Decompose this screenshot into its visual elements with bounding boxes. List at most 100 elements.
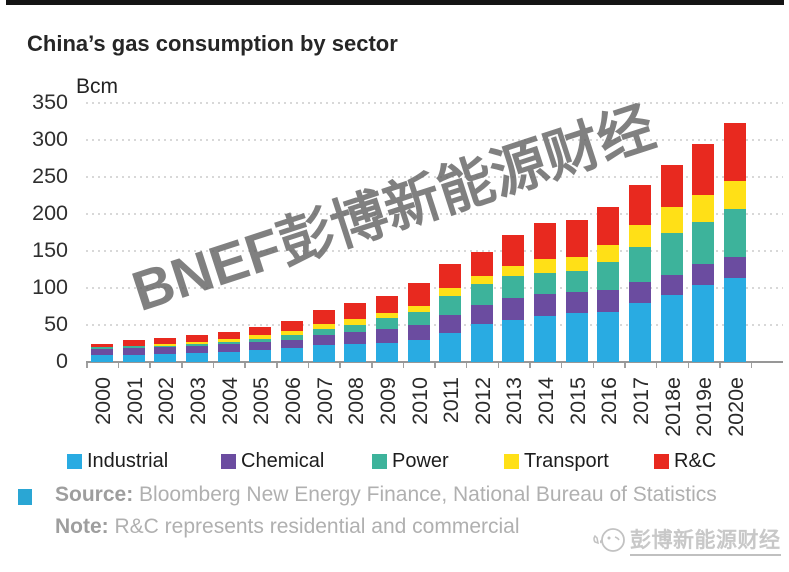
y-tick-label-50: 50 <box>44 312 68 337</box>
bar-segment-transport <box>217 339 240 343</box>
bar-2016 <box>597 206 620 362</box>
bar-segment-chemical <box>439 314 462 334</box>
bar-segment-transport <box>407 305 430 312</box>
gridline-200 <box>86 213 783 215</box>
bar-segment-transport <box>122 345 145 347</box>
y-axis-unit-label: Bcm <box>76 75 118 98</box>
legend-item-industrial: Industrial <box>67 450 168 473</box>
x-tick-label-2008: 2008 <box>344 377 369 425</box>
bar-segment-transport <box>724 180 746 210</box>
bar-segment-chemical <box>565 291 588 314</box>
bar-segment-power <box>407 311 430 326</box>
x-axis-tick <box>497 363 500 368</box>
bar-segment-rc <box>280 320 303 331</box>
legend-item-chemical: Chemical <box>221 450 324 473</box>
x-axis-tick <box>560 363 563 368</box>
bar-segment-chemical <box>534 294 557 317</box>
y-tick-label-100: 100 <box>32 275 68 300</box>
bar-segment-industrial <box>502 319 525 362</box>
bar-segment-chemical <box>185 345 208 354</box>
bar-2002 <box>154 338 177 362</box>
bar-segment-chemical <box>312 335 335 345</box>
bar-2012 <box>470 251 493 362</box>
bar-segment-transport <box>534 259 557 273</box>
gridline-300 <box>86 139 783 141</box>
bar-segment-industrial <box>91 355 113 362</box>
x-axis-tick <box>244 363 246 368</box>
legend-swatch <box>504 454 519 469</box>
x-axis-tick <box>719 363 721 368</box>
source-line: Source: Bloomberg New Energy Finance, Na… <box>55 483 717 507</box>
bar-segment-industrial <box>375 342 398 362</box>
bar-segment-chemical <box>502 297 525 320</box>
bar-segment-industrial <box>217 351 240 362</box>
legend-label: Power <box>392 450 449 472</box>
bar-segment-rc <box>660 164 683 207</box>
bar-2015 <box>565 220 588 362</box>
bar-segment-power <box>692 221 715 264</box>
bar-segment-chemical <box>91 348 113 356</box>
bar-segment-chemical <box>692 263 715 286</box>
x-axis-tick <box>434 363 436 368</box>
bar-segment-power <box>629 246 652 283</box>
x-axis-tick <box>307 363 310 368</box>
bar-segment-power <box>122 346 145 348</box>
bar-segment-industrial <box>312 344 335 362</box>
bar-segment-rc <box>407 282 430 306</box>
bar-2008 <box>344 302 367 362</box>
legend-swatch <box>67 454 82 469</box>
legend-label: Industrial <box>87 450 169 472</box>
bar-segment-industrial <box>407 339 430 362</box>
bar-segment-rc <box>122 339 145 346</box>
bar-segment-transport <box>565 257 588 272</box>
bar-segment-rc <box>692 143 715 195</box>
bar-2000 <box>91 343 113 362</box>
bar-segment-transport <box>185 342 208 345</box>
bar-segment-rc <box>534 223 557 260</box>
bar-segment-industrial <box>439 333 462 362</box>
bar-segment-industrial <box>597 311 620 362</box>
bar-segment-industrial <box>122 354 145 362</box>
legend-item-transport: Transport <box>504 450 609 473</box>
bar-segment-chemical <box>375 328 398 343</box>
x-tick-label-2017: 2017 <box>629 377 654 425</box>
bar-segment-transport <box>470 275 493 284</box>
bar-segment-chemical <box>217 344 240 352</box>
bar-segment-industrial <box>565 313 588 362</box>
bar-segment-transport <box>597 245 620 263</box>
bar-2009 <box>375 296 398 362</box>
bar-segment-power <box>502 276 525 298</box>
legend-label: Transport <box>524 450 609 472</box>
bar-segment-power <box>91 347 113 349</box>
bar-2014 <box>534 223 557 362</box>
bar-segment-power <box>439 296 462 315</box>
bnef-logo-text: 彭博新能源财经 <box>630 524 781 556</box>
bar-segment-power <box>375 318 398 329</box>
y-tick-label-200: 200 <box>32 201 68 226</box>
bar-segment-transport <box>344 319 367 326</box>
bar-2013 <box>502 234 525 362</box>
x-axis-tick <box>86 363 88 368</box>
bar-segment-rc <box>629 184 652 226</box>
bar-segment-industrial <box>154 353 177 362</box>
bar-segment-chemical <box>629 282 652 303</box>
chart-title: China’s gas consumption by sector <box>27 31 398 56</box>
x-axis-tick <box>181 363 183 368</box>
x-axis-tick <box>212 363 215 368</box>
x-axis-tick <box>750 363 753 368</box>
bar-segment-power <box>344 325 367 333</box>
bar-segment-rc <box>344 302 367 320</box>
bar-2018e <box>660 164 683 362</box>
bar-segment-power <box>280 335 303 340</box>
bar-segment-industrial <box>280 347 303 362</box>
x-tick-label-2020e: 2020e <box>724 377 748 437</box>
y-tick-label-300: 300 <box>32 127 68 152</box>
note-text: R&C represents residential and commercia… <box>108 515 520 538</box>
bar-segment-transport <box>439 288 462 297</box>
legend-label: Chemical <box>241 450 325 472</box>
bnef-logo-icon <box>593 528 625 552</box>
bar-segment-transport <box>312 324 335 330</box>
y-tick-label-250: 250 <box>32 164 68 189</box>
bar-segment-rc <box>502 234 525 266</box>
y-tick-label-150: 150 <box>32 238 68 263</box>
